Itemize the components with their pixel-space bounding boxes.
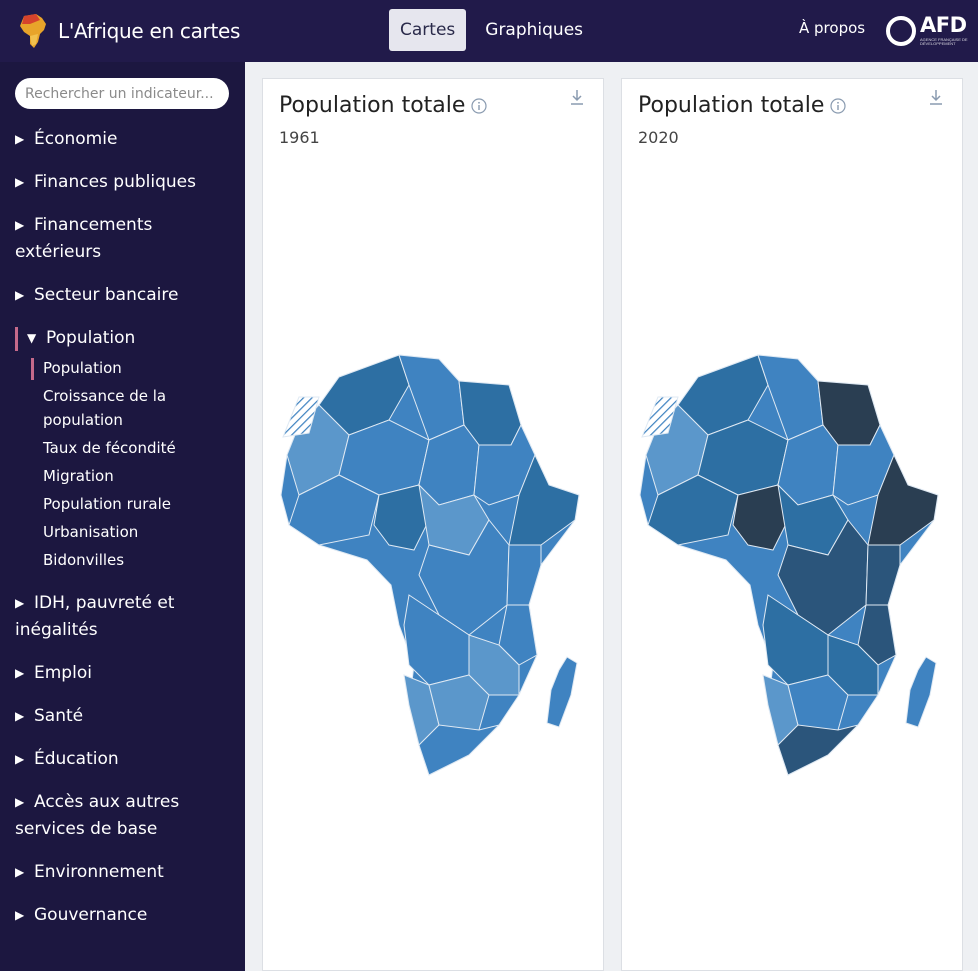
- card-year: 2020: [638, 128, 679, 147]
- triangle-right-icon: ▶: [15, 175, 25, 189]
- sidebar-item-label: Finances publiques: [34, 172, 196, 192]
- country-region[interactable]: [857, 604, 897, 666]
- triangle-right-icon: ▶: [15, 666, 25, 680]
- afd-logo[interactable]: AFD AGENCE FRANÇAISE DE DÉVELOPPEMENT: [884, 12, 968, 50]
- sidebar-subitem-population-rurale[interactable]: Population rurale: [0, 492, 245, 516]
- app-title: L'Afrique en cartes: [58, 19, 241, 43]
- afd-ring-icon: [886, 16, 916, 46]
- afd-logo-text: AFD: [920, 13, 967, 37]
- card-title-row: Population totale: [279, 93, 488, 118]
- disputed-territory: [641, 396, 679, 438]
- sidebar-item-label: IDH, pauvreté et inégalités: [15, 593, 175, 640]
- info-icon[interactable]: [471, 97, 488, 114]
- sidebar-subitem-population[interactable]: Population: [0, 356, 245, 380]
- sidebar-subitem-label: Population: [43, 359, 122, 377]
- sidebar-subitem-migration[interactable]: Migration: [0, 464, 245, 488]
- sidebar-item-acces-services[interactable]: ▶ Accès aux autres services de base: [0, 789, 245, 843]
- sidebar: ▶Économie ▶Finances publiques ▶Financeme…: [0, 62, 245, 971]
- sidebar-subitem-label: Croissance de la population: [43, 387, 167, 429]
- country-region[interactable]: [905, 656, 937, 728]
- sidebar-item-education[interactable]: ▶ Éducation: [0, 746, 245, 773]
- sidebar-subitem-label: Taux de fécondité: [43, 439, 176, 457]
- triangle-right-icon: ▶: [15, 795, 25, 809]
- sidebar-item-economie[interactable]: ▶ Économie: [0, 126, 245, 153]
- sidebar-item-gouvernance[interactable]: ▶ Gouvernance: [0, 902, 245, 929]
- country-region[interactable]: [498, 604, 538, 666]
- sidebar-subitem-label: Bidonvilles: [43, 551, 125, 569]
- map-card-1961: Population totale 1961: [262, 78, 604, 971]
- info-icon[interactable]: [830, 97, 847, 114]
- country-region[interactable]: [865, 544, 901, 606]
- sidebar-subitem-fecondite[interactable]: Taux de fécondité: [0, 436, 245, 460]
- country-region[interactable]: [506, 544, 542, 606]
- triangle-right-icon: ▶: [15, 218, 25, 232]
- sidebar-subitem-label: Migration: [43, 467, 114, 485]
- sidebar-item-financements-exterieurs[interactable]: ▶ Financements extérieurs: [0, 212, 245, 266]
- triangle-right-icon: ▶: [15, 288, 25, 302]
- triangle-right-icon: ▶: [15, 752, 25, 766]
- country-region[interactable]: [288, 474, 380, 546]
- africa-choropleth-map[interactable]: [638, 345, 948, 790]
- main-nav: Cartes Graphiques: [389, 9, 594, 51]
- sidebar-item-label: Santé: [34, 706, 84, 726]
- triangle-right-icon: ▶: [15, 596, 25, 610]
- triangle-down-icon: ▼: [27, 331, 37, 345]
- card-title: Population totale: [279, 93, 466, 118]
- sidebar-item-label: Emploi: [34, 663, 92, 683]
- sidebar-subitem-urbanisation[interactable]: Urbanisation: [0, 520, 245, 544]
- tab-graphiques[interactable]: Graphiques: [485, 20, 584, 40]
- top-bar: L'Afrique en cartes Cartes Graphiques À …: [0, 0, 978, 62]
- disputed-territory: [282, 396, 320, 438]
- sidebar-item-label: Secteur bancaire: [34, 285, 179, 305]
- card-year: 1961: [279, 128, 320, 147]
- map-card-2020: Population totale 2020: [621, 78, 963, 971]
- sidebar-item-sante[interactable]: ▶ Santé: [0, 703, 245, 730]
- card-title-row: Population totale: [638, 93, 847, 118]
- sidebar-item-finances-publiques[interactable]: ▶ Finances publiques: [0, 169, 245, 196]
- brand[interactable]: L'Afrique en cartes: [16, 12, 240, 50]
- sidebar-item-label: Environnement: [34, 862, 164, 882]
- indicator-menu: ▶ Économie ▶ Finances publiques ▶ Financeme…: [0, 126, 245, 945]
- sidebar-subitem-label: Population rurale: [43, 495, 172, 513]
- sidebar-item-label: Éducation: [34, 749, 119, 769]
- country-region[interactable]: [867, 453, 939, 546]
- country-region[interactable]: [418, 724, 501, 776]
- tab-cartes[interactable]: Cartes: [389, 9, 467, 51]
- sidebar-item-population[interactable]: ▼ Population: [0, 325, 245, 352]
- sidebar-item-secteur-bancaire[interactable]: ▶ Secteur bancaire: [0, 282, 245, 309]
- triangle-right-icon: ▶: [15, 908, 25, 922]
- triangle-right-icon: ▶: [15, 709, 25, 723]
- country-region[interactable]: [777, 724, 860, 776]
- africa-choropleth-map[interactable]: [279, 345, 589, 790]
- sidebar-item-idh[interactable]: ▶ IDH, pauvreté et inégalités: [0, 590, 245, 644]
- country-region[interactable]: [647, 474, 739, 546]
- country-region[interactable]: [508, 453, 580, 546]
- sidebar-item-label: Financements extérieurs: [15, 215, 153, 262]
- sidebar-item-label: Gouvernance: [34, 905, 148, 925]
- afd-logo-subtext: AGENCE FRANÇAISE DE DÉVELOPPEMENT: [920, 37, 968, 46]
- triangle-right-icon: ▶: [15, 865, 25, 879]
- sidebar-item-label: Économie: [34, 129, 118, 149]
- search-input[interactable]: [15, 78, 229, 109]
- about-link[interactable]: À propos: [799, 19, 866, 37]
- sidebar-item-label: Population: [46, 328, 136, 348]
- sidebar-subitem-croissance[interactable]: Croissance de la population: [0, 384, 245, 432]
- country-region[interactable]: [546, 656, 578, 728]
- sidebar-item-label: Accès aux autres services de base: [15, 792, 180, 839]
- download-icon[interactable]: [928, 89, 944, 107]
- active-indicator: [15, 327, 18, 351]
- sidebar-item-emploi[interactable]: ▶ Emploi: [0, 660, 245, 687]
- card-title: Population totale: [638, 93, 825, 118]
- active-indicator: [31, 358, 34, 380]
- sidebar-item-environnement[interactable]: ▶ Environnement: [0, 859, 245, 886]
- download-icon[interactable]: [569, 89, 585, 107]
- triangle-right-icon: ▶: [15, 132, 25, 146]
- sidebar-subitem-label: Urbanisation: [43, 523, 139, 541]
- sidebar-subitem-bidonvilles[interactable]: Bidonvilles: [0, 548, 245, 572]
- africa-logo-icon: [20, 14, 46, 48]
